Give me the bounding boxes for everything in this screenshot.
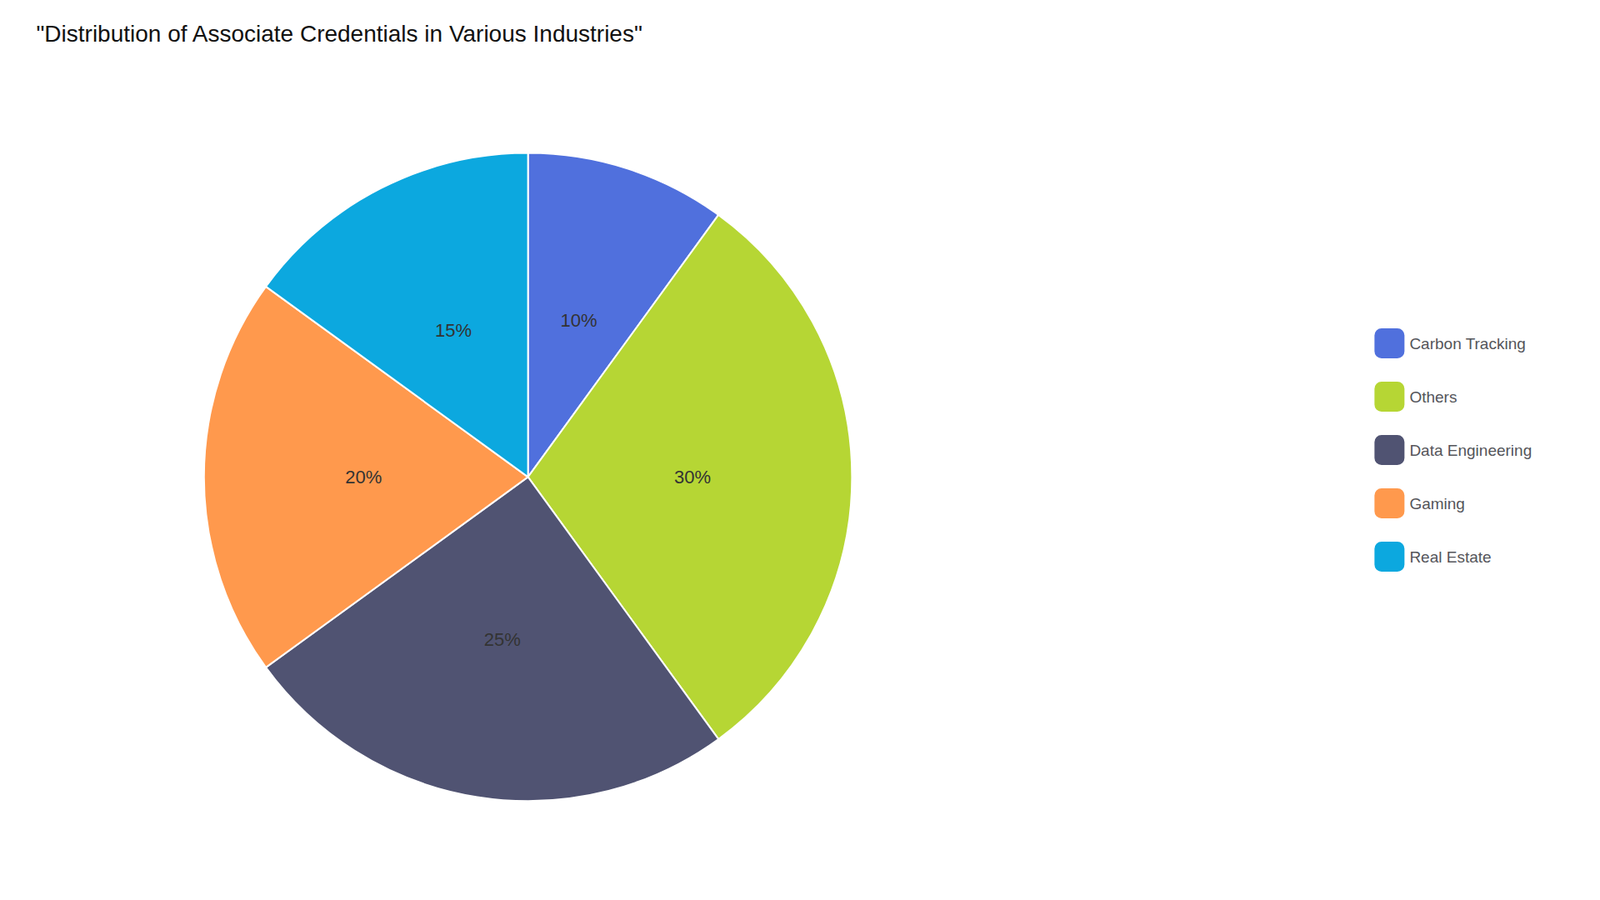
svg-text:10%: 10%: [560, 310, 598, 331]
svg-text:Real Estate: Real Estate: [1409, 548, 1491, 566]
svg-text:30%: 30%: [674, 466, 711, 488]
svg-text:Others: Others: [1409, 388, 1457, 406]
svg-text:Carbon Tracking: Carbon Tracking: [1409, 335, 1525, 353]
svg-text:"Distribution of Associate Cre: "Distribution of Associate Credentials i…: [35, 20, 642, 47]
svg-text:25%: 25%: [484, 629, 521, 650]
svg-text:Gaming: Gaming: [1409, 495, 1465, 513]
svg-text:Data Engineering: Data Engineering: [1409, 441, 1532, 460]
svg-text:20%: 20%: [345, 466, 382, 488]
svg-text:15%: 15%: [435, 320, 472, 341]
